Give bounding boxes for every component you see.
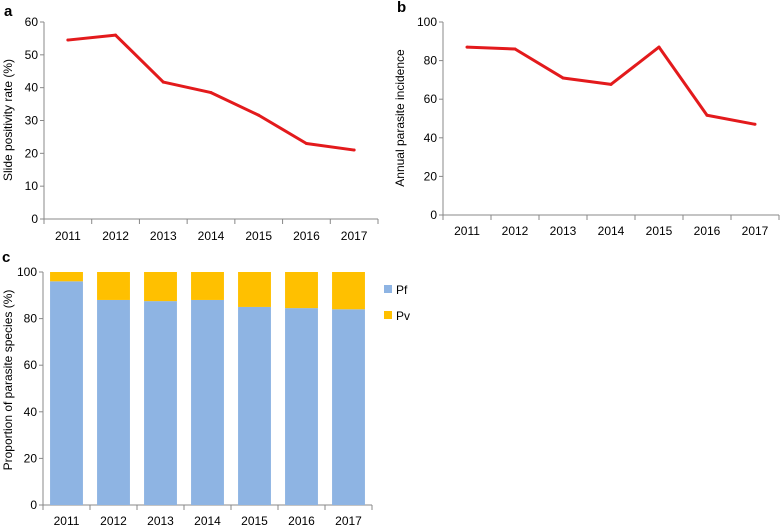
panel-a-ytick-label: 20: [25, 146, 39, 160]
panel-c-bar-pv: [191, 272, 224, 300]
panel-b-data-point: [753, 122, 757, 126]
panel-c-xtick-label: 2013: [147, 514, 174, 527]
panel-b-data-point: [561, 76, 565, 80]
panel-b-ytick-label: 60: [424, 92, 438, 106]
legend-swatch-pv: [384, 311, 392, 319]
panel-c-bar-pf: [332, 309, 365, 505]
panel-c-bar-pv: [144, 272, 177, 302]
panel-b-ytick-label: 80: [424, 54, 438, 68]
panel-c-ytick-label: 100: [17, 265, 37, 279]
panel-a-ytick-label: 40: [25, 81, 39, 95]
panel-a-data-point: [161, 80, 165, 84]
panel-a-ytick-label: 10: [25, 179, 39, 193]
panel-c-xtick-label: 2015: [241, 514, 268, 527]
panel-b-xtick-label: 2017: [742, 224, 769, 238]
panel-a-ytick-label: 50: [25, 48, 39, 62]
panel-b-data-point: [465, 45, 469, 49]
panel-a-data-point: [114, 33, 118, 37]
panel-b-ytick-label: 0: [430, 208, 437, 222]
panel-c-bar-pv: [285, 272, 318, 309]
panel-b-ytick-label: 20: [424, 169, 438, 183]
panel-a-xtick-label: 2011: [55, 229, 81, 243]
panel-a-data-point: [257, 113, 261, 117]
panel-c-ylabel: Proportion of parasite species (%): [1, 290, 15, 471]
panel-c-ytick-label: 20: [24, 451, 38, 465]
panel-a-data-point: [209, 91, 213, 95]
panel-a-xtick-label: 2016: [293, 229, 320, 243]
panel-c-bar-pf: [50, 281, 83, 505]
panel-c-ytick-label: 80: [24, 312, 38, 326]
panel-a-data-point: [352, 148, 356, 152]
panel-c-bar-pf: [191, 299, 224, 505]
panel-a-xtick-label: 2014: [198, 229, 225, 243]
panel-a-ylabel: Slide positivity rate (%): [1, 59, 15, 181]
legend-swatch-pf: [384, 285, 392, 293]
panel-a-ytick-label: 30: [25, 114, 39, 128]
panel-c: c Proportion of parasite species (%) 0 20…: [1, 249, 410, 527]
panel-c-bar-pv: [238, 272, 271, 307]
panel-c-ytick-label: 0: [30, 498, 37, 512]
panel-a-ytick-label: 0: [31, 212, 38, 226]
panel-a-xtick-label: 2012: [102, 229, 129, 243]
panel-a: a Slide positivity rate (%) 0 10 20 30 40 50 6…: [1, 3, 379, 243]
panel-b-xtick-label: 2015: [646, 224, 673, 238]
panel-c-ytick-label: 40: [24, 405, 38, 419]
panel-b-xtick-label: 2013: [550, 224, 577, 238]
panel-c-ytick-label: 60: [24, 358, 38, 372]
panel-a-xtick-label: 2015: [245, 229, 272, 243]
legend-label-pf: Pf: [396, 283, 408, 297]
panel-c-bar-pf: [144, 301, 177, 505]
panel-b-xtick-label: 2016: [694, 224, 721, 238]
panel-b-data-point: [513, 47, 517, 51]
panel-b-data-point: [609, 82, 613, 86]
panel-a-data-point: [304, 141, 308, 145]
panel-c-bar-pf: [285, 308, 318, 505]
legend-label-pv: Pv: [396, 309, 410, 323]
panel-c-label: c: [2, 249, 10, 266]
panel-c-xtick-label: 2017: [335, 514, 362, 527]
panel-b-xtick-label: 2014: [598, 224, 625, 238]
panel-b-ytick-label: 40: [424, 131, 438, 145]
panel-b-ylabel: Annual parasite incidence: [393, 49, 407, 187]
panel-c-bar-pf: [97, 299, 130, 505]
panel-c-xtick-label: 2011: [54, 514, 80, 527]
panel-c-bar-pv: [97, 272, 130, 300]
panel-c-xtick-label: 2012: [100, 514, 127, 527]
panel-a-label: a: [4, 3, 13, 20]
panel-a-xtick-label: 2013: [150, 229, 177, 243]
panel-b-data-point: [705, 113, 709, 117]
panel-a-data-point: [66, 38, 70, 42]
panel-c-bar-pf: [238, 306, 271, 505]
panel-c-xtick-label: 2014: [194, 514, 221, 527]
panel-a-xtick-label: 2017: [341, 229, 368, 243]
panel-a-ytick-label: 60: [25, 15, 39, 29]
panel-b-xtick-label: 2012: [502, 224, 529, 238]
panel-c-bar-pv: [332, 272, 365, 310]
panel-b-ytick-label: 100: [417, 15, 437, 29]
panel-c-xtick-label: 2016: [288, 514, 315, 527]
panel-b-label: b: [397, 0, 406, 16]
panel-b-data-point: [657, 45, 661, 49]
panel-b: b Annual parasite incidence 0 20 40 60 80 100…: [393, 0, 780, 238]
panel-b-xtick-label: 2011: [454, 224, 480, 238]
panel-c-bar-pv: [50, 272, 83, 282]
